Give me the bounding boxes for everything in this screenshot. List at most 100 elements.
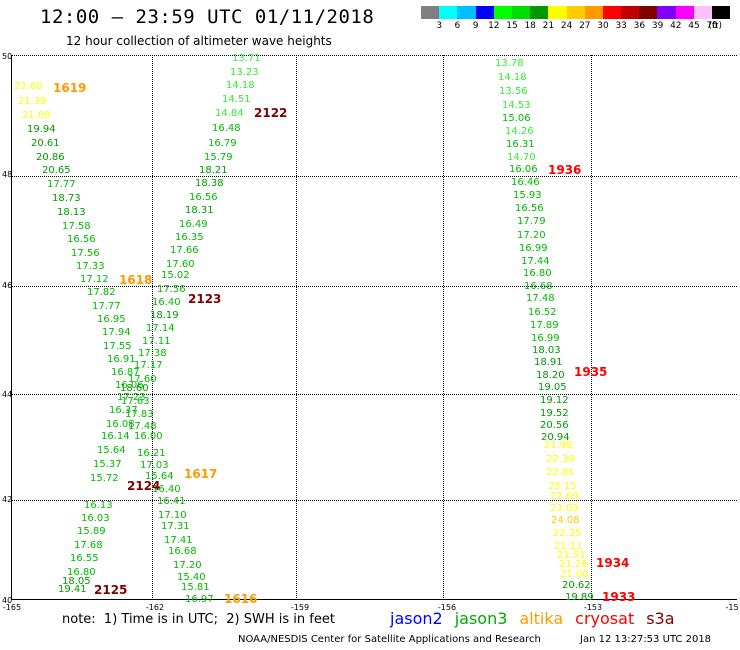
wave-height-value: 16.80 xyxy=(67,567,96,578)
wave-height-value: 15.37 xyxy=(93,459,122,470)
wave-height-value: 17.23 xyxy=(117,392,146,403)
wave-height-value: 17.79 xyxy=(517,216,546,227)
wave-height-value: 20.62 xyxy=(562,580,591,591)
wave-height-value: 16.40 xyxy=(152,297,181,308)
wave-height-value: 15.02 xyxy=(161,270,190,281)
wave-height-value: 16.00 xyxy=(134,431,163,442)
wave-height-value: 15.93 xyxy=(513,190,542,201)
wave-height-value: 20.65 xyxy=(42,165,71,176)
wave-height-value: 16.37 xyxy=(109,405,138,416)
wave-height-value: 16.91 xyxy=(107,354,136,365)
wave-height-value: 13.23 xyxy=(230,67,259,78)
wave-height-value: 17.60 xyxy=(166,259,195,270)
wave-height-value: 14.70 xyxy=(507,152,536,163)
latitude-label: 48 xyxy=(2,170,13,179)
wave-height-value: 16.08 xyxy=(106,419,135,430)
color-scale-label: 15 xyxy=(506,21,518,31)
wave-height-value: 17.82 xyxy=(87,287,116,298)
color-swatch xyxy=(584,6,603,19)
color-scale-label: 12 xyxy=(488,21,500,31)
legend-item-jason3: jason3 xyxy=(454,609,508,628)
pass-number-label: 1936 xyxy=(548,163,582,177)
color-swatch xyxy=(712,6,731,19)
longitude-label: -153 xyxy=(583,603,603,612)
wave-height-value: 16.99 xyxy=(531,333,560,344)
wave-height-value: 17.41 xyxy=(164,535,193,546)
wave-height-value: 17.31 xyxy=(161,521,190,532)
color-scale-label: 24 xyxy=(560,21,573,31)
wave-height-value: 13.78 xyxy=(495,58,524,69)
wave-height-value: 16.46 xyxy=(511,177,540,188)
wave-height-value: 17.10 xyxy=(158,510,187,521)
generated-date: Jan 12 13:27:53 UTC 2018 xyxy=(580,634,712,645)
wave-height-value: 19.12 xyxy=(540,395,569,406)
color-scale-label: (ft) xyxy=(708,21,722,31)
footnote: note: 1) Time is in UTC; 2) SWH is in fe… xyxy=(62,612,335,627)
wave-height-value: 16.21 xyxy=(137,448,166,459)
color-scale-label: 18 xyxy=(524,21,536,31)
wave-height-value: 18.60 xyxy=(120,383,149,394)
wave-height-value: 21.11 xyxy=(554,541,583,552)
wave-height-value: 17.20 xyxy=(173,560,202,571)
color-swatch xyxy=(548,6,567,19)
latitude-label: 50 xyxy=(2,52,13,61)
wave-height-value: 17.48 xyxy=(526,293,555,304)
wave-height-value: 21.09 xyxy=(22,110,51,121)
wave-height-value: 14.84 xyxy=(215,108,244,119)
color-swatch xyxy=(511,6,531,19)
color-scale-label: 70 xyxy=(706,21,718,31)
wave-height-value: 17.14 xyxy=(146,323,175,334)
wave-height-value: 21.39 xyxy=(18,96,47,107)
wave-height-value: 18.91 xyxy=(534,357,563,368)
pass-number-label: 1618 xyxy=(119,273,153,287)
wave-height-value: 16.31 xyxy=(506,139,535,150)
wave-height-value: 18.05 xyxy=(62,576,91,587)
wave-height-value: 17.03 xyxy=(140,460,169,471)
wave-height-value: 20.61 xyxy=(31,138,60,149)
wave-height-value: 17.56 xyxy=(157,284,186,295)
color-scale-label: 27 xyxy=(579,21,591,31)
parallel-line xyxy=(11,500,737,501)
wave-height-value: 15.64 xyxy=(145,471,174,482)
wave-height-value: 17.94 xyxy=(102,327,131,338)
pass-number-label: 1619 xyxy=(53,81,87,95)
latitude-label: 44 xyxy=(2,390,13,399)
color-swatch xyxy=(421,6,440,19)
wave-height-value: 17.83 xyxy=(125,409,154,420)
wave-height-value: 17.63 xyxy=(121,396,150,407)
color-swatch xyxy=(457,6,476,19)
wave-height-value: 19.05 xyxy=(538,382,567,393)
wave-height-value: 16.49 xyxy=(179,219,208,230)
wave-height-value: 16.55 xyxy=(70,553,99,564)
wave-height-value: 17.89 xyxy=(530,320,559,331)
longitude-label: -159 xyxy=(290,603,310,612)
wave-height-value: 14.18 xyxy=(498,72,527,83)
pass-number-label: 1933 xyxy=(602,590,636,604)
wave-height-value: 15.79 xyxy=(204,152,233,163)
color-scale-label: 21 xyxy=(542,21,555,31)
wave-height-value: 16.03 xyxy=(81,513,110,524)
wave-height-value: 22.69 xyxy=(550,491,579,502)
credit-line: NOAA/NESDIS Center for Satellite Applica… xyxy=(238,634,541,645)
wave-height-value: 16.68 xyxy=(524,281,553,292)
color-scale-label: 42 xyxy=(670,21,682,31)
legend-item-altika: altika xyxy=(519,609,564,628)
wave-height-value: 16.14 xyxy=(101,431,130,442)
wave-height-value: 18.21 xyxy=(199,165,228,176)
latitude-label: 46 xyxy=(2,281,13,290)
wave-height-value: 15.81 xyxy=(181,582,210,593)
color-scale-label: 30 xyxy=(597,21,609,31)
wave-height-value: 22.39 xyxy=(546,454,575,465)
color-swatch xyxy=(530,6,549,19)
wave-height-value: 23.15 xyxy=(548,481,577,492)
wave-height-value: 16.68 xyxy=(168,546,197,557)
color-scale-bar xyxy=(421,6,731,19)
wave-height-value: 13.56 xyxy=(499,86,528,97)
wave-height-value: 17.77 xyxy=(47,179,76,190)
satellite-legend: jason2 jason3 altika cryosat s3a xyxy=(390,609,687,628)
map-title: 12:00 – 23:59 UTC 01/11/2018 xyxy=(40,6,375,28)
wave-height-value: 17.38 xyxy=(138,348,167,359)
color-swatch xyxy=(475,6,494,19)
wave-height-value: 16.56 xyxy=(515,203,544,214)
pass-number-label: 2125 xyxy=(94,583,128,597)
